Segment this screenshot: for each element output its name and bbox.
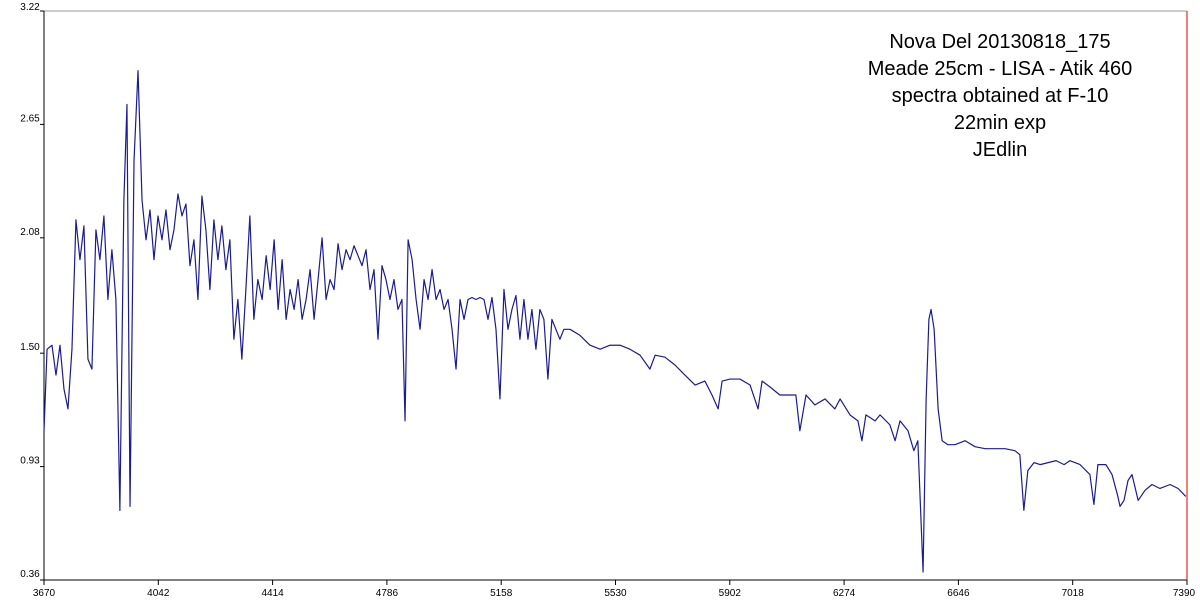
annotation: spectra obtained at F-10 xyxy=(892,85,1109,107)
x-tick-label: 6274 xyxy=(833,588,856,599)
y-tick-label: 0.36 xyxy=(20,569,40,580)
y-tick-label: 2.08 xyxy=(20,227,40,238)
y-tick-label: 0.93 xyxy=(20,456,40,467)
y-tick-label: 1.50 xyxy=(20,342,40,353)
annotation: 22min exp xyxy=(954,112,1046,134)
x-tick-label: 5902 xyxy=(719,588,742,599)
x-tick-label: 7018 xyxy=(1062,588,1085,599)
x-tick-label: 4414 xyxy=(261,588,284,599)
annotation: Meade 25cm - LISA - Atik 460 xyxy=(868,58,1133,80)
spectrum-line xyxy=(43,70,1187,573)
x-tick-label: 6646 xyxy=(947,588,970,599)
x-tick-label: 4042 xyxy=(147,588,170,599)
x-tick-label: 3670 xyxy=(33,588,56,599)
annotation: JEdlin xyxy=(973,139,1027,161)
annotation: Nova Del 20130818_175 xyxy=(889,31,1110,53)
x-tick-label: 5158 xyxy=(490,588,513,599)
x-tick-label: 7390 xyxy=(1173,588,1196,599)
y-tick-label: 3.22 xyxy=(20,2,40,13)
x-tick-label: 5530 xyxy=(604,588,627,599)
x-tick-label: 4786 xyxy=(376,588,399,599)
y-tick-label: 2.65 xyxy=(20,113,40,124)
